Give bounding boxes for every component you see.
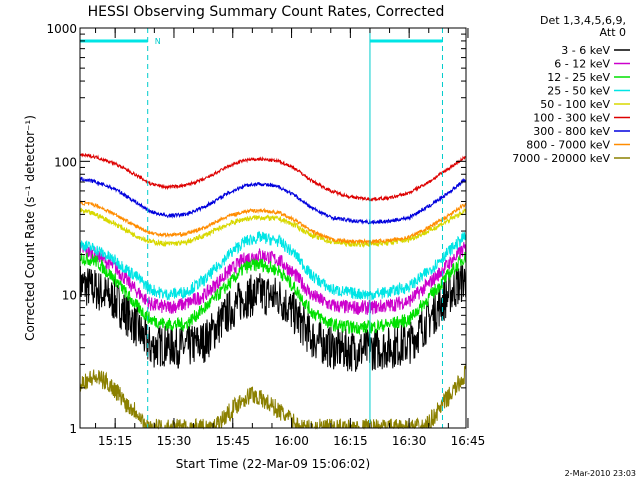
legend-entry: 3 - 6 keV	[561, 44, 610, 57]
x-axis-label: Start Time (22-Mar-09 15:06:02)	[176, 457, 370, 471]
x-tick-label: 16:15	[333, 434, 368, 448]
series-line	[79, 199, 467, 246]
legend-entry: 7000 - 20000 keV	[512, 152, 610, 165]
x-tick-label: 15:30	[157, 434, 192, 448]
series-line	[79, 230, 467, 301]
series-line	[79, 251, 467, 336]
series-line	[79, 207, 467, 249]
y-axis-label: Corrected Count Rate (s⁻¹ detector⁻¹)	[23, 115, 37, 341]
series-line	[79, 365, 467, 430]
x-tick-label: 16:00	[274, 434, 309, 448]
legend-entry: 6 - 12 keV	[554, 58, 610, 71]
y-tick-label: 10	[62, 289, 77, 303]
legend-header: Att 0	[600, 26, 626, 39]
plot-frame	[79, 27, 467, 429]
series-line	[79, 242, 467, 315]
series-line	[79, 176, 467, 225]
legend-entry: 100 - 300 keV	[533, 112, 610, 125]
legend-entry: 800 - 7000 keV	[526, 139, 610, 152]
y-tick-label: 1	[69, 422, 77, 436]
legend-entry: 300 - 800 keV	[533, 125, 610, 138]
y-tick-label: 1000	[46, 22, 77, 36]
x-tick-label: 16:30	[392, 434, 427, 448]
x-tick-label: 15:45	[215, 434, 250, 448]
y-tick-label: 100	[54, 155, 77, 169]
legend-entry: 50 - 100 keV	[540, 98, 610, 111]
night-bar-label: N	[155, 37, 161, 46]
x-tick-label: 15:15	[98, 434, 133, 448]
legend-entry: 25 - 50 keV	[547, 85, 610, 98]
legend-entry: 12 - 25 keV	[547, 71, 610, 84]
footer-timestamp: 2-Mar-2010 23:03	[565, 469, 636, 478]
series-line	[79, 152, 466, 202]
legend-header: Det 1,3,4,5,6,9,	[540, 14, 626, 27]
chart-title: HESSI Observing Summary Count Rates, Cor…	[88, 4, 445, 20]
x-tick-label: 16:45	[451, 434, 486, 448]
